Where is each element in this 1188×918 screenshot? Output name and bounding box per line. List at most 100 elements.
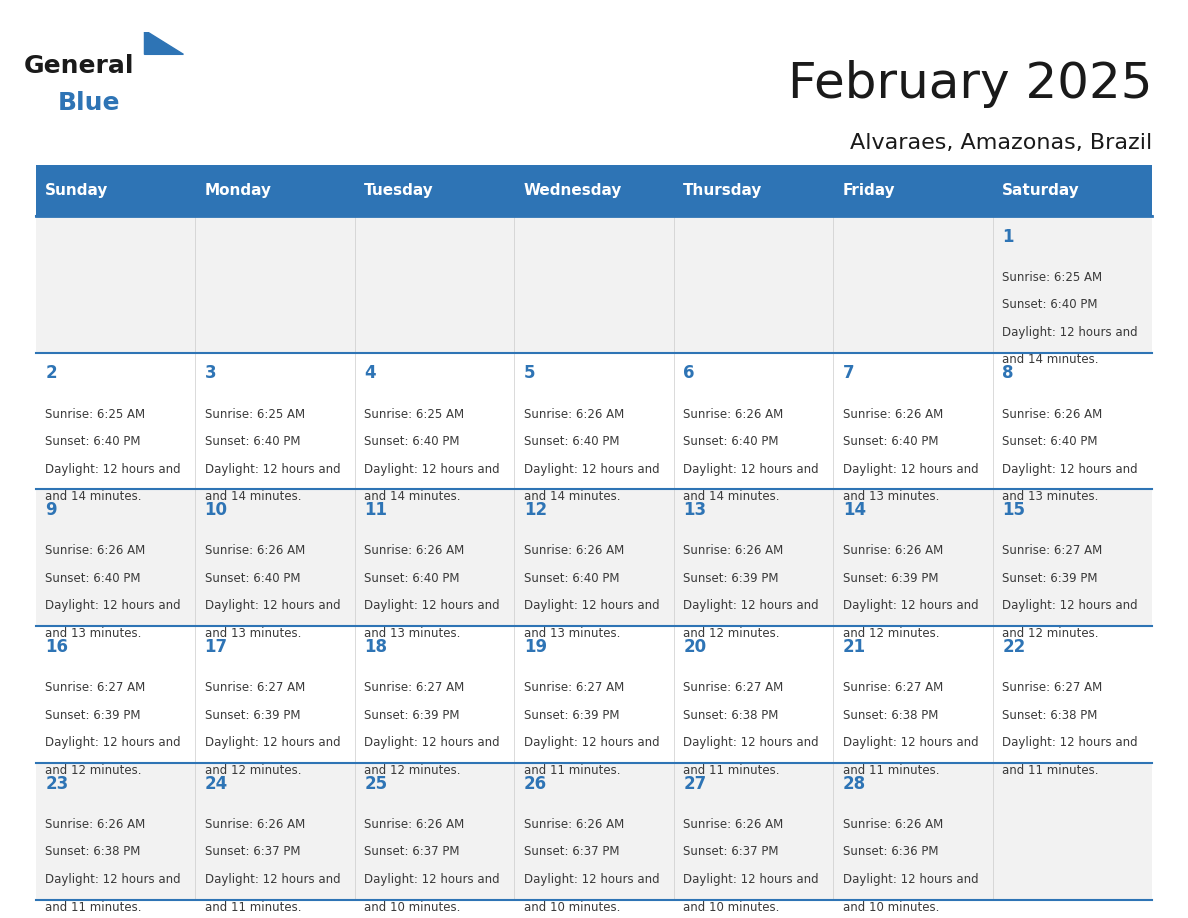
Text: Sunset: 6:40 PM: Sunset: 6:40 PM (524, 435, 619, 448)
Text: 4: 4 (365, 364, 375, 383)
Text: Daylight: 12 hours and: Daylight: 12 hours and (842, 599, 979, 612)
Text: Sunset: 6:38 PM: Sunset: 6:38 PM (1003, 709, 1098, 722)
Text: 25: 25 (365, 775, 387, 793)
Text: 27: 27 (683, 775, 707, 793)
Text: Sunset: 6:39 PM: Sunset: 6:39 PM (1003, 572, 1098, 585)
Text: Sunset: 6:39 PM: Sunset: 6:39 PM (683, 572, 779, 585)
Text: Daylight: 12 hours and: Daylight: 12 hours and (524, 736, 659, 749)
Text: 9: 9 (45, 501, 57, 520)
FancyBboxPatch shape (36, 165, 1152, 216)
Text: Daylight: 12 hours and: Daylight: 12 hours and (45, 736, 181, 749)
Text: Tuesday: Tuesday (365, 183, 434, 198)
Text: Daylight: 12 hours and: Daylight: 12 hours and (1003, 463, 1138, 476)
Text: Sunrise: 6:26 AM: Sunrise: 6:26 AM (45, 818, 145, 831)
Text: Sunset: 6:37 PM: Sunset: 6:37 PM (683, 845, 779, 858)
Text: 6: 6 (683, 364, 695, 383)
Text: Sunrise: 6:26 AM: Sunrise: 6:26 AM (365, 544, 465, 557)
Text: and 10 minutes.: and 10 minutes. (365, 901, 461, 913)
Text: 18: 18 (365, 638, 387, 656)
Text: and 13 minutes.: and 13 minutes. (45, 627, 141, 640)
Text: Sunset: 6:40 PM: Sunset: 6:40 PM (365, 435, 460, 448)
Text: and 14 minutes.: and 14 minutes. (45, 490, 141, 503)
Text: Daylight: 12 hours and: Daylight: 12 hours and (842, 463, 979, 476)
Text: Sunset: 6:39 PM: Sunset: 6:39 PM (45, 709, 140, 722)
Text: Wednesday: Wednesday (524, 183, 623, 198)
Text: 26: 26 (524, 775, 546, 793)
FancyBboxPatch shape (36, 489, 1152, 626)
Text: Sunset: 6:40 PM: Sunset: 6:40 PM (1003, 435, 1098, 448)
Text: Sunrise: 6:26 AM: Sunrise: 6:26 AM (683, 408, 784, 420)
Text: and 10 minutes.: and 10 minutes. (842, 901, 940, 913)
Text: 24: 24 (204, 775, 228, 793)
Text: Daylight: 12 hours and: Daylight: 12 hours and (365, 736, 500, 749)
Text: 11: 11 (365, 501, 387, 520)
Text: and 14 minutes.: and 14 minutes. (524, 490, 620, 503)
Text: Sunset: 6:38 PM: Sunset: 6:38 PM (683, 709, 778, 722)
Text: Sunset: 6:37 PM: Sunset: 6:37 PM (204, 845, 301, 858)
Text: Sunrise: 6:27 AM: Sunrise: 6:27 AM (683, 681, 784, 694)
Text: Daylight: 12 hours and: Daylight: 12 hours and (683, 599, 819, 612)
Text: Sunrise: 6:26 AM: Sunrise: 6:26 AM (45, 544, 145, 557)
Text: 17: 17 (204, 638, 228, 656)
Text: and 13 minutes.: and 13 minutes. (204, 627, 301, 640)
Text: Daylight: 12 hours and: Daylight: 12 hours and (365, 463, 500, 476)
Text: Daylight: 12 hours and: Daylight: 12 hours and (204, 599, 340, 612)
Text: 14: 14 (842, 501, 866, 520)
Text: Sunrise: 6:26 AM: Sunrise: 6:26 AM (204, 818, 305, 831)
Text: 28: 28 (842, 775, 866, 793)
Text: Daylight: 12 hours and: Daylight: 12 hours and (204, 736, 340, 749)
Text: 2: 2 (45, 364, 57, 383)
Polygon shape (145, 30, 183, 54)
Text: Monday: Monday (204, 183, 272, 198)
Text: and 10 minutes.: and 10 minutes. (683, 901, 779, 913)
Text: Sunset: 6:37 PM: Sunset: 6:37 PM (524, 845, 619, 858)
Text: Daylight: 12 hours and: Daylight: 12 hours and (204, 463, 340, 476)
Text: Sunrise: 6:25 AM: Sunrise: 6:25 AM (204, 408, 305, 420)
Text: Daylight: 12 hours and: Daylight: 12 hours and (842, 873, 979, 886)
Text: Sunrise: 6:26 AM: Sunrise: 6:26 AM (365, 818, 465, 831)
Text: and 11 minutes.: and 11 minutes. (204, 901, 302, 913)
Text: Sunset: 6:40 PM: Sunset: 6:40 PM (365, 572, 460, 585)
Text: and 13 minutes.: and 13 minutes. (524, 627, 620, 640)
Text: Sunrise: 6:26 AM: Sunrise: 6:26 AM (524, 818, 624, 831)
Text: Daylight: 12 hours and: Daylight: 12 hours and (45, 599, 181, 612)
FancyBboxPatch shape (36, 216, 1152, 353)
Text: Sunset: 6:38 PM: Sunset: 6:38 PM (842, 709, 939, 722)
Text: Sunrise: 6:26 AM: Sunrise: 6:26 AM (524, 544, 624, 557)
Text: Sunday: Sunday (45, 183, 108, 198)
Text: Sunset: 6:39 PM: Sunset: 6:39 PM (842, 572, 939, 585)
Text: Sunrise: 6:27 AM: Sunrise: 6:27 AM (45, 681, 145, 694)
Text: 22: 22 (1003, 638, 1025, 656)
Text: and 12 minutes.: and 12 minutes. (842, 627, 940, 640)
Text: and 11 minutes.: and 11 minutes. (1003, 764, 1099, 777)
Text: and 11 minutes.: and 11 minutes. (524, 764, 620, 777)
Text: and 12 minutes.: and 12 minutes. (1003, 627, 1099, 640)
FancyBboxPatch shape (36, 626, 1152, 763)
Text: Sunset: 6:40 PM: Sunset: 6:40 PM (45, 435, 140, 448)
Text: Sunset: 6:40 PM: Sunset: 6:40 PM (204, 435, 301, 448)
Text: 10: 10 (204, 501, 228, 520)
Text: 12: 12 (524, 501, 546, 520)
Text: 3: 3 (204, 364, 216, 383)
Text: Daylight: 12 hours and: Daylight: 12 hours and (45, 873, 181, 886)
Text: Daylight: 12 hours and: Daylight: 12 hours and (365, 599, 500, 612)
Text: Sunset: 6:37 PM: Sunset: 6:37 PM (365, 845, 460, 858)
Text: and 12 minutes.: and 12 minutes. (204, 764, 302, 777)
Text: Daylight: 12 hours and: Daylight: 12 hours and (524, 873, 659, 886)
Text: Daylight: 12 hours and: Daylight: 12 hours and (842, 736, 979, 749)
Text: Sunrise: 6:26 AM: Sunrise: 6:26 AM (683, 544, 784, 557)
Text: 5: 5 (524, 364, 536, 383)
Text: February 2025: February 2025 (788, 60, 1152, 107)
Text: and 10 minutes.: and 10 minutes. (524, 901, 620, 913)
Text: Sunrise: 6:27 AM: Sunrise: 6:27 AM (524, 681, 624, 694)
Text: Sunrise: 6:27 AM: Sunrise: 6:27 AM (842, 681, 943, 694)
Text: Sunrise: 6:26 AM: Sunrise: 6:26 AM (204, 544, 305, 557)
Text: Daylight: 12 hours and: Daylight: 12 hours and (45, 463, 181, 476)
FancyBboxPatch shape (36, 763, 1152, 900)
Text: Sunset: 6:40 PM: Sunset: 6:40 PM (524, 572, 619, 585)
Text: Sunrise: 6:25 AM: Sunrise: 6:25 AM (1003, 271, 1102, 284)
Text: 21: 21 (842, 638, 866, 656)
Text: 19: 19 (524, 638, 546, 656)
Text: and 12 minutes.: and 12 minutes. (365, 764, 461, 777)
Text: and 12 minutes.: and 12 minutes. (45, 764, 141, 777)
